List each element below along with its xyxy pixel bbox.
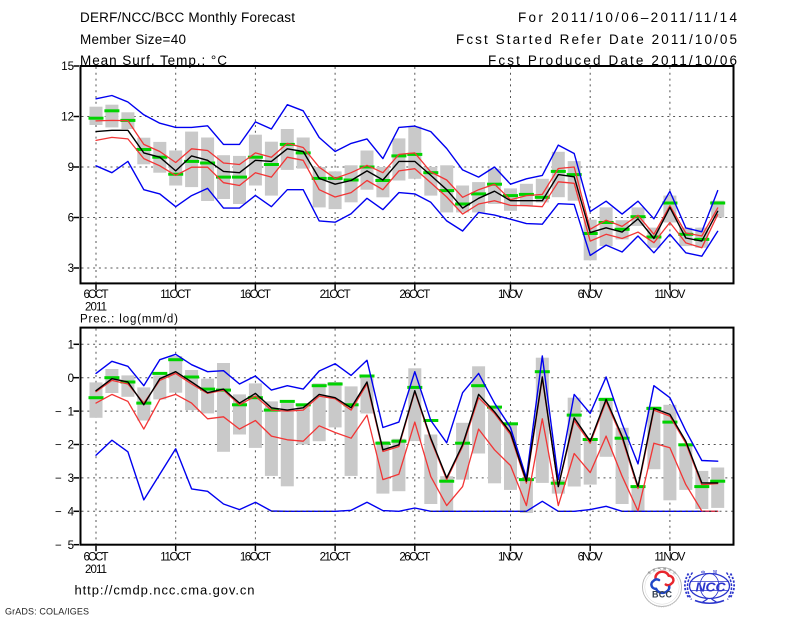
svg-text:DERF/NCC/BCC Monthly Forecast: DERF/NCC/BCC Monthly Forecast <box>80 10 295 25</box>
svg-text:6OCT: 6OCT <box>84 552 109 564</box>
svg-text:16OCT: 16OCT <box>240 289 271 301</box>
svg-text:Fcst Started Refer Date 2011/1: Fcst Started Refer Date 2011/10/05 <box>456 32 737 47</box>
svg-text:Fcst Produced Date 2011/10/06: Fcst Produced Date 2011/10/06 <box>488 53 737 68</box>
svg-text:26OCT: 26OCT <box>399 289 430 301</box>
svg-text:1NOV: 1NOV <box>498 552 523 564</box>
svg-text:心: 心 <box>672 570 678 576</box>
svg-text:12: 12 <box>61 112 74 124</box>
svg-text:21OCT: 21OCT <box>320 552 351 564</box>
svg-text:NCC: NCC <box>696 580 727 595</box>
svg-text:15: 15 <box>61 61 74 73</box>
svg-text:6: 6 <box>68 213 74 225</box>
svg-text:Prec.: log(mm/d): Prec.: log(mm/d) <box>80 314 178 326</box>
svg-text:11NOV: 11NOV <box>654 552 685 564</box>
svg-text:9: 9 <box>68 162 74 174</box>
svg-text:6NOV: 6NOV <box>578 289 603 301</box>
svg-text:11OCT: 11OCT <box>160 289 191 301</box>
svg-text:2011: 2011 <box>85 564 107 576</box>
svg-text:16OCT: 16OCT <box>240 552 271 564</box>
svg-text:候: 候 <box>663 566 668 572</box>
svg-text:气: 气 <box>657 566 662 572</box>
svg-text:2011: 2011 <box>85 302 107 314</box>
svg-text:For 2011/10/06–2011/11/14: For 2011/10/06–2011/11/14 <box>518 10 737 25</box>
svg-text:26OCT: 26OCT <box>399 552 430 564</box>
svg-text:http://cmdp.ncc.cma.gov.cn: http://cmdp.ncc.cma.gov.cn <box>75 583 255 598</box>
svg-text:北: 北 <box>646 569 652 575</box>
svg-text:11NOV: 11NOV <box>654 289 685 301</box>
svg-text:中: 中 <box>668 567 673 573</box>
svg-text:BCC: BCC <box>652 590 673 600</box>
svg-text:1NOV: 1NOV <box>498 289 523 301</box>
svg-text:6NOV: 6NOV <box>578 552 603 564</box>
svg-text:中: 中 <box>701 569 706 576</box>
svg-text:21OCT: 21OCT <box>320 289 351 301</box>
svg-text:Mean Surf. Temp.: °C: Mean Surf. Temp.: °C <box>80 53 227 68</box>
svg-text:6OCT: 6OCT <box>84 289 109 301</box>
svg-text:GrADS: COLA/IGES: GrADS: COLA/IGES <box>5 607 89 617</box>
svg-text:国: 国 <box>713 570 718 576</box>
svg-text:Member Size=40: Member Size=40 <box>80 32 186 47</box>
svg-text:京: 京 <box>651 567 656 573</box>
svg-text:3: 3 <box>68 263 74 275</box>
svg-text:1: 1 <box>68 340 74 352</box>
svg-text:11OCT: 11OCT <box>160 552 191 564</box>
svg-text:0: 0 <box>68 373 74 385</box>
